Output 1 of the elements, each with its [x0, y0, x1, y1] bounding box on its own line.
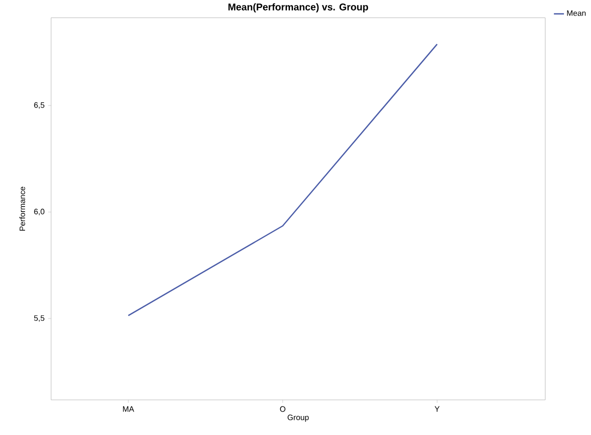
- chart-title: Mean(Performance) vs. Group: [228, 3, 368, 12]
